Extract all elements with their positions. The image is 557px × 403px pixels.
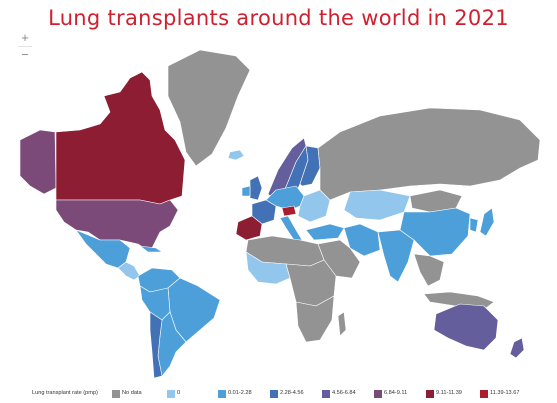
region-peru-bolivia[interactable] <box>139 285 171 321</box>
region-cuba[interactable] <box>139 245 163 253</box>
legend-swatch <box>218 390 226 398</box>
region-turkey[interactable] <box>305 223 345 241</box>
region-chile[interactable] <box>149 311 163 379</box>
map-legend: Lung transplant rate (pmp) No data 0 0.0… <box>0 388 557 402</box>
legend-label: 9.11-11.39 <box>436 390 462 396</box>
region-new-zealand[interactable] <box>509 337 525 359</box>
region-greenland[interactable] <box>167 49 251 167</box>
zoom-controls: + − <box>18 30 32 63</box>
map-title: Lung transplants around the world in 202… <box>48 6 509 30</box>
legend-label: 6.84-9.11 <box>384 390 408 396</box>
region-southeast-asia[interactable] <box>413 253 445 287</box>
region-canada[interactable] <box>55 71 186 205</box>
region-alaska[interactable] <box>19 129 57 195</box>
region-china[interactable] <box>399 207 471 257</box>
region-west-africa[interactable] <box>245 251 291 285</box>
legend-swatch <box>480 390 488 398</box>
legend-swatch <box>112 390 120 398</box>
legend-swatch <box>426 390 434 398</box>
region-eastern-europe[interactable] <box>297 189 331 223</box>
region-uk[interactable] <box>249 175 263 201</box>
legend-label: 0 <box>177 390 181 396</box>
region-russia[interactable] <box>317 107 541 201</box>
region-japan[interactable] <box>479 207 495 237</box>
legend-swatch <box>322 390 330 398</box>
region-madagascar[interactable] <box>337 311 347 337</box>
region-central-asia[interactable] <box>343 189 411 221</box>
region-austria[interactable] <box>281 205 297 217</box>
region-southern-africa[interactable] <box>295 295 335 343</box>
legend-label: 4.56-6.84 <box>332 390 356 396</box>
legend-swatch <box>167 390 175 398</box>
region-india[interactable] <box>377 229 415 283</box>
legend-swatch <box>270 390 278 398</box>
zoom-in-button[interactable]: + <box>18 30 32 47</box>
region-ireland[interactable] <box>241 185 251 197</box>
zoom-out-button[interactable]: − <box>21 47 29 62</box>
legend-title: Lung transplant rate (pmp) <box>32 390 98 396</box>
legend-label: No data <box>122 390 142 396</box>
region-indonesia[interactable] <box>423 291 495 309</box>
region-italy[interactable] <box>279 215 303 241</box>
legend-label: 11.39-13.67 <box>490 390 520 396</box>
legend-swatch <box>374 390 382 398</box>
legend-label: 0.01-2.28 <box>228 390 252 396</box>
world-map <box>19 49 541 379</box>
legend-label: 2.28-4.56 <box>280 390 304 396</box>
region-spain-portugal[interactable] <box>235 215 263 241</box>
region-iceland[interactable] <box>227 149 245 161</box>
region-australia[interactable] <box>433 303 499 351</box>
region-korea[interactable] <box>469 217 479 233</box>
